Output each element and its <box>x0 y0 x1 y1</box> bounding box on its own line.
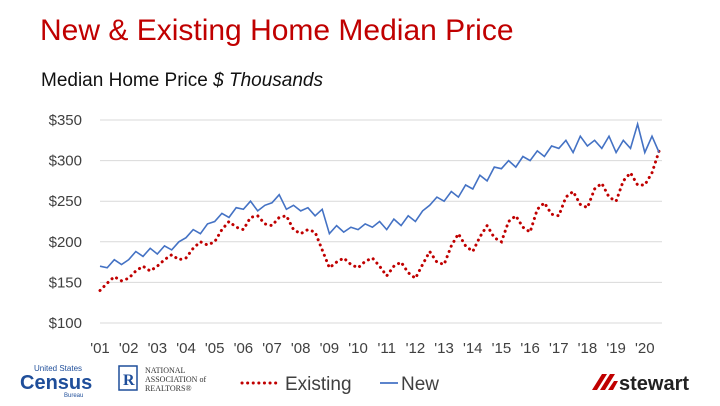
realtor-r-mark: R <box>123 372 135 389</box>
x-tick-label: '11 <box>378 340 396 357</box>
subtitle-unit: $ Thousands <box>213 70 323 91</box>
x-tick-label: '01 <box>90 340 110 357</box>
y-tick-label: $100 <box>49 315 82 332</box>
x-tick-label: '19 <box>606 340 626 357</box>
nar-logo-line1: NATIONAL <box>145 366 186 375</box>
y-tick-label: $300 <box>49 153 82 170</box>
y-axis-ticks: $100 $150 $200 $250 $300 $350 <box>49 112 82 332</box>
x-tick-label: '17 <box>549 340 569 357</box>
x-tick-label: '16 <box>520 340 540 357</box>
chart-subtitle: Median Home Price $ Thousands <box>41 70 323 92</box>
nar-logo-line2: ASSOCIATION of <box>145 375 206 384</box>
census-logo-line1: United States <box>34 364 82 373</box>
x-tick-label: '04 <box>176 340 196 357</box>
x-tick-label: '14 <box>463 340 483 357</box>
subtitle-main: Median Home Price <box>41 70 208 91</box>
stewart-mark-icon <box>592 374 618 390</box>
census-logo-line2: Census <box>20 372 92 394</box>
census-bureau-logo: United States Census Bureau <box>20 364 92 399</box>
legend-label-existing: Existing <box>285 374 352 395</box>
chart-title: New & Existing Home Median Price <box>40 14 514 47</box>
chart-series <box>98 121 661 292</box>
y-tick-label: $350 <box>49 112 82 129</box>
y-tick-label: $200 <box>49 234 82 251</box>
x-tick-label: '15 <box>492 340 512 357</box>
x-tick-label: '05 <box>205 340 225 357</box>
x-tick-label: '09 <box>320 340 340 357</box>
x-tick-label: '20 <box>635 340 655 357</box>
series-line-new <box>99 121 660 269</box>
nar-realtors-logo: R NATIONAL ASSOCIATION of REALTORS® <box>118 365 206 393</box>
x-tick-label: '13 <box>434 340 454 357</box>
x-tick-label: '02 <box>119 340 139 357</box>
stewart-logo: stewart <box>592 373 689 395</box>
series-line-existing <box>98 149 661 292</box>
realtor-r-icon <box>118 365 138 391</box>
x-tick-label: '12 <box>406 340 426 357</box>
stewart-logo-text: stewart <box>619 373 689 395</box>
chart-grid <box>100 119 662 324</box>
x-tick-label: '18 <box>578 340 598 357</box>
x-tick-label: '10 <box>348 340 368 357</box>
x-tick-label: '06 <box>234 340 254 357</box>
y-tick-label: $250 <box>49 193 82 210</box>
nar-logo-line3: REALTORS® <box>145 384 192 393</box>
x-tick-label: '03 <box>148 340 168 357</box>
x-tick-label: '08 <box>291 340 311 357</box>
chart-legend: Existing New <box>240 374 439 395</box>
legend-label-new: New <box>401 374 439 395</box>
census-logo-line3: Bureau <box>64 393 83 399</box>
y-tick-label: $150 <box>49 274 82 291</box>
x-axis-ticks: '01 '02 '03 '04 '05 '06 '07 '08 '09 '10 '11 '12 '13 '… <box>90 340 654 357</box>
x-tick-label: '07 <box>262 340 282 357</box>
